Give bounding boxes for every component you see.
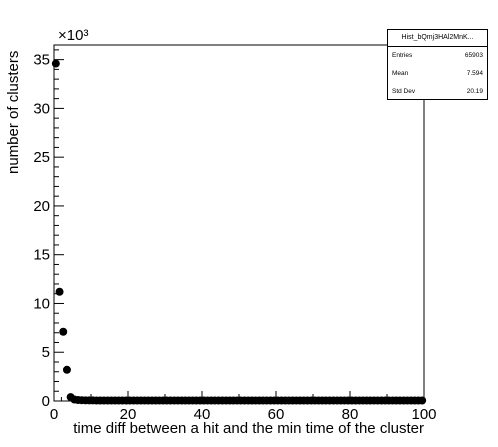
y-multiplier-label: ×10³ — [58, 27, 88, 44]
x-tick-label: 40 — [194, 406, 211, 423]
plot-frame — [53, 44, 425, 402]
stats-std-row: Std Dev 20.19 — [388, 83, 487, 101]
plot-area-frame — [53, 44, 425, 402]
y-axis-label: number of clusters — [5, 51, 22, 174]
x-tick-label: 80 — [342, 406, 359, 423]
stats-std-label: Std Dev — [392, 88, 416, 95]
stats-std-value: 20.19 — [466, 88, 483, 95]
x-tick-label: 0 — [50, 406, 58, 423]
data-point — [51, 59, 60, 68]
stats-mean-value: 7.594 — [466, 70, 483, 77]
data-point — [59, 327, 68, 336]
stats-entries-label: Entries — [392, 52, 413, 59]
stats-entries-value: 65903 — [464, 52, 483, 59]
y-tick-label: 5 — [42, 344, 50, 361]
y-tick-label: 0 — [42, 393, 50, 410]
data-point — [55, 287, 64, 296]
data-markers — [51, 59, 427, 405]
x-tick-label: 60 — [268, 406, 285, 423]
y-tick-label: 15 — [33, 247, 50, 264]
stats-title: Hist_bQmj3HAl2MnK... — [388, 30, 487, 47]
y-tick-label: 10 — [33, 295, 50, 312]
y-tick-label: 20 — [33, 198, 50, 215]
stats-entries-row: Entries 65903 — [388, 47, 487, 65]
stats-mean-row: Mean 7.594 — [388, 65, 487, 83]
data-point — [62, 365, 71, 374]
stats-mean-label: Mean — [392, 70, 409, 77]
data-point — [418, 396, 427, 405]
y-tick-label: 35 — [33, 52, 50, 69]
axis-ticks: 0 20 40 60 80 100 0 5 10 15 20 25 30 35 — [33, 49, 437, 423]
x-tick-label: 100 — [411, 406, 436, 423]
y-tick-label: 25 — [33, 149, 50, 166]
x-tick-label: 20 — [120, 406, 137, 423]
y-tick-label: 30 — [33, 100, 50, 117]
stats-box: Hist_bQmj3HAl2MnK... Entries 65903 Mean … — [387, 29, 488, 100]
x-axis-label: time diff between a hit and the min time… — [73, 420, 424, 437]
